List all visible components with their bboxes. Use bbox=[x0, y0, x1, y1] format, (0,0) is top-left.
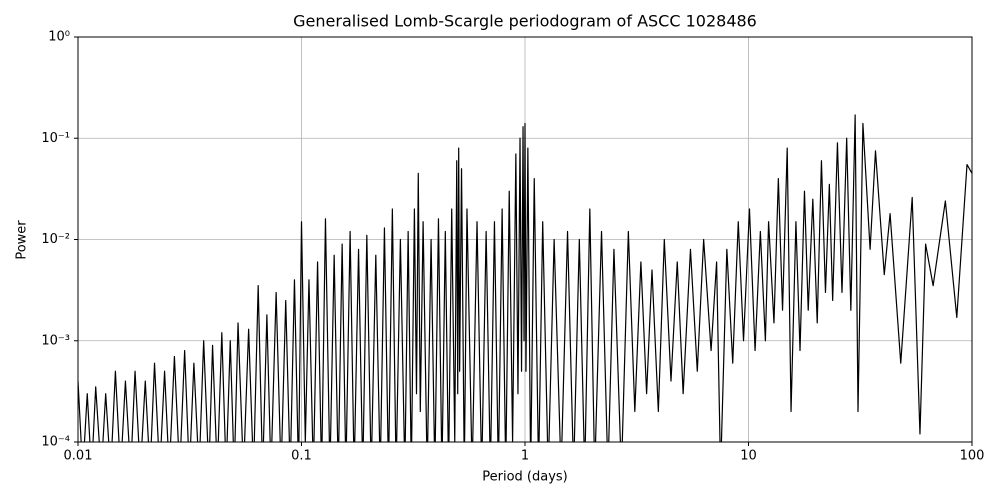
x-tick-label: 0.1 bbox=[291, 449, 312, 464]
y-tick-label: 10⁻¹ bbox=[41, 131, 70, 146]
axes: 0.01 0.1 1 10 100 10⁻⁴ 10⁻³ 10⁻² 10⁻¹ 10⁰ bbox=[41, 30, 984, 464]
x-tick-label: 100 bbox=[960, 449, 985, 464]
x-tick-label: 0.01 bbox=[64, 449, 93, 464]
periodogram-line bbox=[78, 114, 972, 442]
plot-area bbox=[78, 114, 972, 442]
x-tick-label: 10 bbox=[740, 449, 757, 464]
y-tick-label: 10⁻⁴ bbox=[41, 435, 70, 450]
y-tick-label: 10⁰ bbox=[48, 30, 70, 45]
chart-title: Generalised Lomb-Scargle periodogram of … bbox=[293, 12, 757, 31]
y-tick-label: 10⁻³ bbox=[41, 333, 70, 348]
x-tick-label: 1 bbox=[521, 449, 529, 464]
y-tick-label: 10⁻² bbox=[41, 232, 70, 247]
y-axis-label: Power bbox=[15, 220, 30, 260]
x-axis-label: Period (days) bbox=[482, 470, 568, 485]
